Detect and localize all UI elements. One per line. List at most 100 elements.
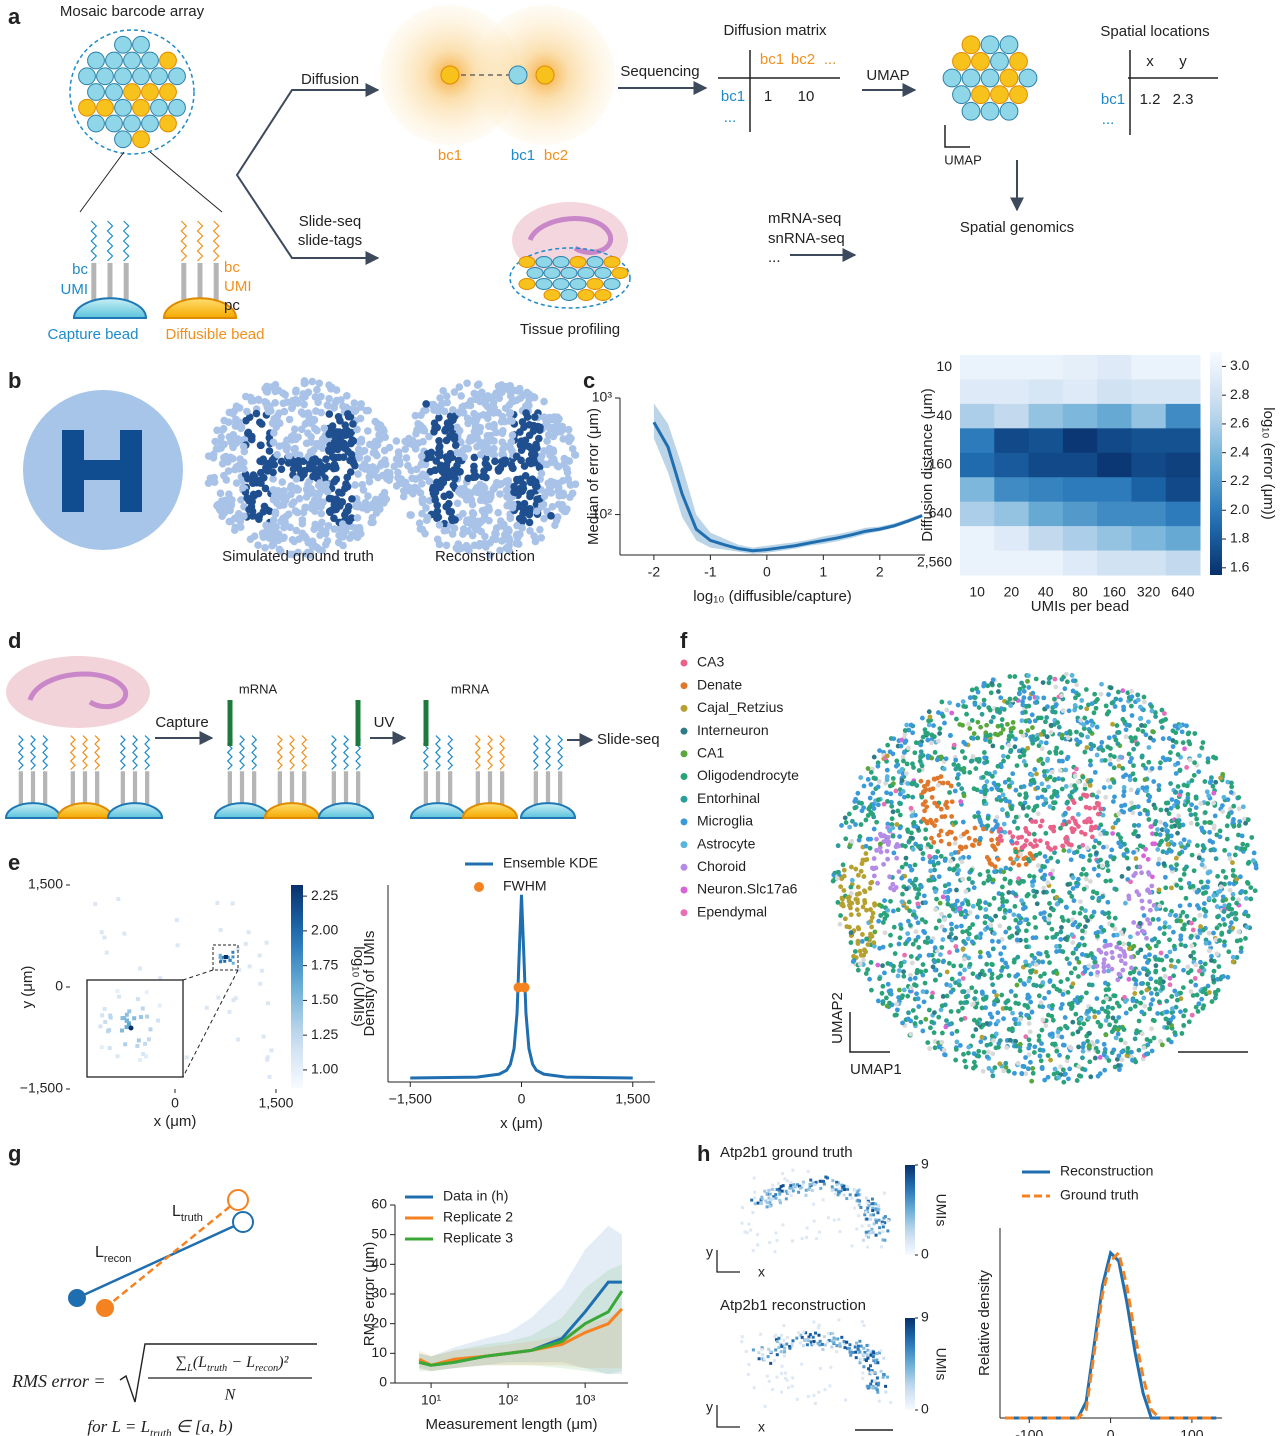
cloud-point xyxy=(334,538,343,547)
cell-point xyxy=(995,1010,1001,1016)
pixel xyxy=(102,1006,107,1011)
cell-point xyxy=(927,787,933,793)
cell-point xyxy=(1157,832,1163,838)
cell-point xyxy=(990,677,996,683)
oligo xyxy=(474,735,481,770)
cell-point xyxy=(1021,879,1026,884)
cell-point xyxy=(1058,937,1064,942)
pixel xyxy=(215,901,220,906)
cell-point xyxy=(1009,733,1015,739)
cell-point xyxy=(1134,1028,1140,1034)
cell-point xyxy=(1082,786,1088,791)
oligo xyxy=(487,735,493,770)
cell-point xyxy=(942,720,947,726)
cell-point xyxy=(980,991,985,996)
cell-point xyxy=(1149,1048,1155,1054)
cell-point xyxy=(1171,943,1177,949)
cell-point xyxy=(1218,775,1223,781)
y-axis-label: Density of UMIs xyxy=(361,931,378,1037)
cloud-point xyxy=(468,509,477,517)
cell-point xyxy=(1018,729,1024,735)
cell-point xyxy=(962,755,968,761)
cloud-point xyxy=(237,496,245,504)
cell-point xyxy=(1094,890,1100,896)
colorbar-tick-label: 1.75 xyxy=(311,956,338,972)
cell-point xyxy=(963,889,969,894)
cell-point xyxy=(1132,735,1138,741)
cell-point xyxy=(853,822,858,827)
bead xyxy=(87,114,105,133)
cell-point xyxy=(1219,930,1225,936)
cell-point xyxy=(1024,917,1030,923)
cell-point xyxy=(1024,813,1030,819)
cloud-point xyxy=(505,410,514,418)
cell-point xyxy=(1044,950,1049,955)
cloud-point xyxy=(256,441,265,450)
cloud-point xyxy=(370,465,379,473)
cell-point xyxy=(1088,762,1093,768)
cell-point xyxy=(1008,989,1014,994)
panel-letter: h xyxy=(697,1141,710,1166)
heat-cell xyxy=(960,550,995,576)
cell-point xyxy=(1141,853,1146,859)
cell-point xyxy=(976,1048,982,1054)
connector xyxy=(149,151,223,213)
cell-point xyxy=(1080,774,1086,780)
cell-point xyxy=(932,1045,938,1051)
cloud-point xyxy=(554,483,563,492)
cell-point xyxy=(1185,792,1191,797)
cell-point xyxy=(1025,678,1030,684)
cell-point xyxy=(1120,688,1126,694)
pixel xyxy=(218,927,223,932)
cell-point xyxy=(915,901,921,907)
cell-point xyxy=(1195,934,1201,940)
cell-point xyxy=(890,776,896,781)
cell-point xyxy=(1143,846,1148,852)
cloud-point xyxy=(492,478,501,487)
cell-point xyxy=(976,705,982,710)
cell-point xyxy=(986,953,992,959)
bead xyxy=(508,65,528,85)
cell-point xyxy=(947,829,952,835)
cell-point xyxy=(1018,1016,1023,1022)
cell-point xyxy=(1087,729,1093,734)
cell-point xyxy=(1173,730,1179,736)
bead xyxy=(952,85,971,105)
cell-point xyxy=(1022,982,1027,987)
cloud-point xyxy=(348,495,356,503)
cell-point xyxy=(1187,902,1193,908)
cloud-point xyxy=(226,506,234,515)
cell-point xyxy=(1034,889,1039,895)
cell-point xyxy=(1156,787,1162,793)
cell-point xyxy=(1175,958,1181,964)
heat-cell xyxy=(1131,428,1167,454)
cell-point xyxy=(961,1051,966,1057)
cell-point xyxy=(1071,950,1076,956)
cell-point xyxy=(903,861,909,867)
cloud-point xyxy=(271,510,280,518)
cell-point xyxy=(1073,766,1079,772)
pixel xyxy=(127,1022,132,1027)
cell-point xyxy=(953,944,959,949)
cell-point xyxy=(1154,991,1160,997)
cell-point xyxy=(1098,691,1104,697)
cell-point xyxy=(1130,805,1135,811)
cell-point xyxy=(1237,874,1243,880)
cell-point xyxy=(1180,740,1186,746)
cell-point xyxy=(887,827,892,833)
cell-point xyxy=(1072,703,1078,708)
cell-point xyxy=(1165,842,1171,847)
cell-point xyxy=(1135,950,1141,956)
cell-point xyxy=(835,900,841,905)
cell-point xyxy=(881,801,887,807)
cell-point xyxy=(1164,998,1170,1004)
cloud-point xyxy=(484,490,493,499)
cloud-point xyxy=(540,447,548,455)
cell-point xyxy=(1234,900,1240,906)
cell-point xyxy=(1059,732,1065,738)
stem xyxy=(331,771,336,814)
cell-point xyxy=(939,1030,945,1036)
cell-point xyxy=(1131,943,1137,949)
cell-point xyxy=(930,990,935,996)
cell-point xyxy=(1066,918,1071,924)
